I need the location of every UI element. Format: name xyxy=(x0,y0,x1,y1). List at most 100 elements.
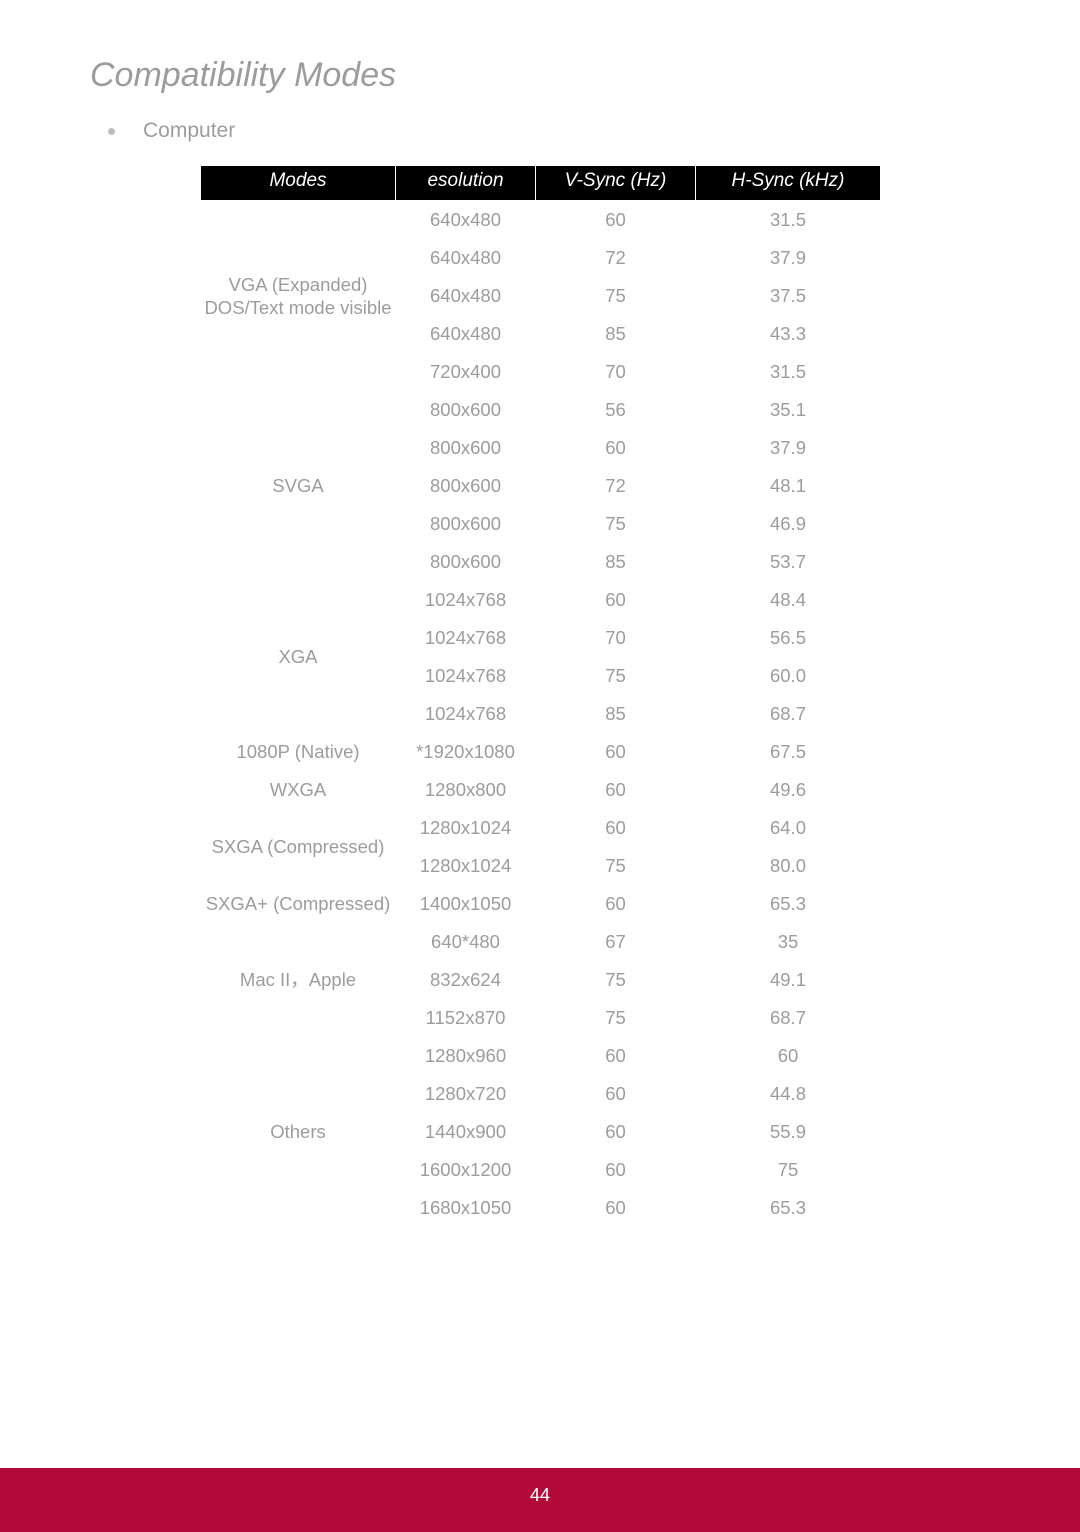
cell-vs: 72 xyxy=(536,239,696,277)
cell-hs: 65.3 xyxy=(696,885,881,923)
cell-res: 1280x800 xyxy=(396,771,536,809)
cell-vs: 60 xyxy=(536,581,696,619)
cell-res: 832x624 xyxy=(396,961,536,999)
cell-vs: 75 xyxy=(536,999,696,1037)
cell-res: 800x600 xyxy=(396,505,536,543)
cell-hs: 56.5 xyxy=(696,619,881,657)
col-modes: Modes xyxy=(201,166,396,201)
cell-vs: 60 xyxy=(536,429,696,467)
cell-hs: 80.0 xyxy=(696,847,881,885)
cell-hs: 75 xyxy=(696,1151,881,1189)
table-header-row: Modes esolution V-Sync (Hz) H-Sync (kHz) xyxy=(201,166,881,201)
section-label: Computer xyxy=(143,119,235,143)
table-row: WXGA1280x8006049.6 xyxy=(201,771,881,809)
cell-hs: 31.5 xyxy=(696,353,881,391)
table-row: Others1280x9606060 xyxy=(201,1037,881,1075)
cell-vs: 60 xyxy=(536,733,696,771)
cell-vs: 60 xyxy=(536,1037,696,1075)
cell-res: 800x600 xyxy=(396,391,536,429)
cell-res: 1440x900 xyxy=(396,1113,536,1151)
cell-res: 640x480 xyxy=(396,277,536,315)
cell-vs: 56 xyxy=(536,391,696,429)
cell-res: 800x600 xyxy=(396,467,536,505)
cell-res: 1280x1024 xyxy=(396,809,536,847)
cell-hs: 37.5 xyxy=(696,277,881,315)
col-resolution: esolution xyxy=(396,166,536,201)
cell-vs: 60 xyxy=(536,1113,696,1151)
cell-hs: 43.3 xyxy=(696,315,881,353)
table-row: SXGA (Compressed)1280x10246064.0 xyxy=(201,809,881,847)
cell-res: 640x480 xyxy=(396,315,536,353)
cell-vs: 60 xyxy=(536,1075,696,1113)
cell-vs: 85 xyxy=(536,695,696,733)
cell-vs: 60 xyxy=(536,771,696,809)
compatibility-table: Modes esolution V-Sync (Hz) H-Sync (kHz)… xyxy=(200,165,881,1227)
cell-vs: 85 xyxy=(536,543,696,581)
cell-vs: 60 xyxy=(536,809,696,847)
cell-res: 1280x720 xyxy=(396,1075,536,1113)
cell-vs: 75 xyxy=(536,505,696,543)
cell-vs: 60 xyxy=(536,201,696,239)
cell-vs: 75 xyxy=(536,277,696,315)
cell-res: 1600x1200 xyxy=(396,1151,536,1189)
cell-vs: 75 xyxy=(536,847,696,885)
cell-res: 1024x768 xyxy=(396,695,536,733)
cell-hs: 53.7 xyxy=(696,543,881,581)
table-row: Mac II，Apple640*4806735 xyxy=(201,923,881,961)
cell-vs: 60 xyxy=(536,1151,696,1189)
cell-hs: 68.7 xyxy=(696,999,881,1037)
cell-res: 1024x768 xyxy=(396,657,536,695)
section-bullet: Computer xyxy=(90,119,990,143)
cell-hs: 31.5 xyxy=(696,201,881,239)
cell-vs: 75 xyxy=(536,657,696,695)
mode-cell: SXGA+ (Compressed) xyxy=(201,885,396,923)
cell-res: 640*480 xyxy=(396,923,536,961)
cell-res: 1280x960 xyxy=(396,1037,536,1075)
cell-hs: 60.0 xyxy=(696,657,881,695)
cell-res: 1024x768 xyxy=(396,581,536,619)
cell-hs: 64.0 xyxy=(696,809,881,847)
mode-cell: SXGA (Compressed) xyxy=(201,809,396,885)
mode-cell: Mac II，Apple xyxy=(201,923,396,1037)
cell-vs: 60 xyxy=(536,885,696,923)
cell-hs: 67.5 xyxy=(696,733,881,771)
page-number: 44 xyxy=(530,1485,550,1505)
cell-vs: 70 xyxy=(536,619,696,657)
mode-cell: SVGA xyxy=(201,391,396,581)
cell-res: 640x480 xyxy=(396,239,536,277)
cell-hs: 55.9 xyxy=(696,1113,881,1151)
table-row: SXGA+ (Compressed)1400x10506065.3 xyxy=(201,885,881,923)
page-footer: 44 xyxy=(0,1468,1080,1532)
cell-hs: 48.1 xyxy=(696,467,881,505)
cell-vs: 60 xyxy=(536,1189,696,1227)
cell-res: 1280x1024 xyxy=(396,847,536,885)
cell-res: 1680x1050 xyxy=(396,1189,536,1227)
cell-hs: 35.1 xyxy=(696,391,881,429)
mode-cell: VGA (Expanded)DOS/Text mode visible xyxy=(201,201,396,391)
cell-res: 1152x870 xyxy=(396,999,536,1037)
table-row: VGA (Expanded)DOS/Text mode visible640x4… xyxy=(201,201,881,239)
col-vsync: V-Sync (Hz) xyxy=(536,166,696,201)
cell-hs: 44.8 xyxy=(696,1075,881,1113)
page-title: Compatibility Modes xyxy=(90,56,990,95)
cell-hs: 35 xyxy=(696,923,881,961)
mode-cell: WXGA xyxy=(201,771,396,809)
cell-hs: 49.1 xyxy=(696,961,881,999)
cell-hs: 48.4 xyxy=(696,581,881,619)
cell-res: 1400x1050 xyxy=(396,885,536,923)
cell-res: *1920x1080 xyxy=(396,733,536,771)
cell-hs: 65.3 xyxy=(696,1189,881,1227)
mode-cell: 1080P (Native) xyxy=(201,733,396,771)
table-row: 1080P (Native)*1920x10806067.5 xyxy=(201,733,881,771)
cell-vs: 85 xyxy=(536,315,696,353)
cell-hs: 37.9 xyxy=(696,239,881,277)
cell-res: 640x480 xyxy=(396,201,536,239)
cell-vs: 67 xyxy=(536,923,696,961)
bullet-icon xyxy=(108,128,115,135)
cell-res: 1024x768 xyxy=(396,619,536,657)
cell-vs: 75 xyxy=(536,961,696,999)
table-row: SVGA800x6005635.1 xyxy=(201,391,881,429)
cell-vs: 70 xyxy=(536,353,696,391)
cell-hs: 37.9 xyxy=(696,429,881,467)
cell-hs: 49.6 xyxy=(696,771,881,809)
